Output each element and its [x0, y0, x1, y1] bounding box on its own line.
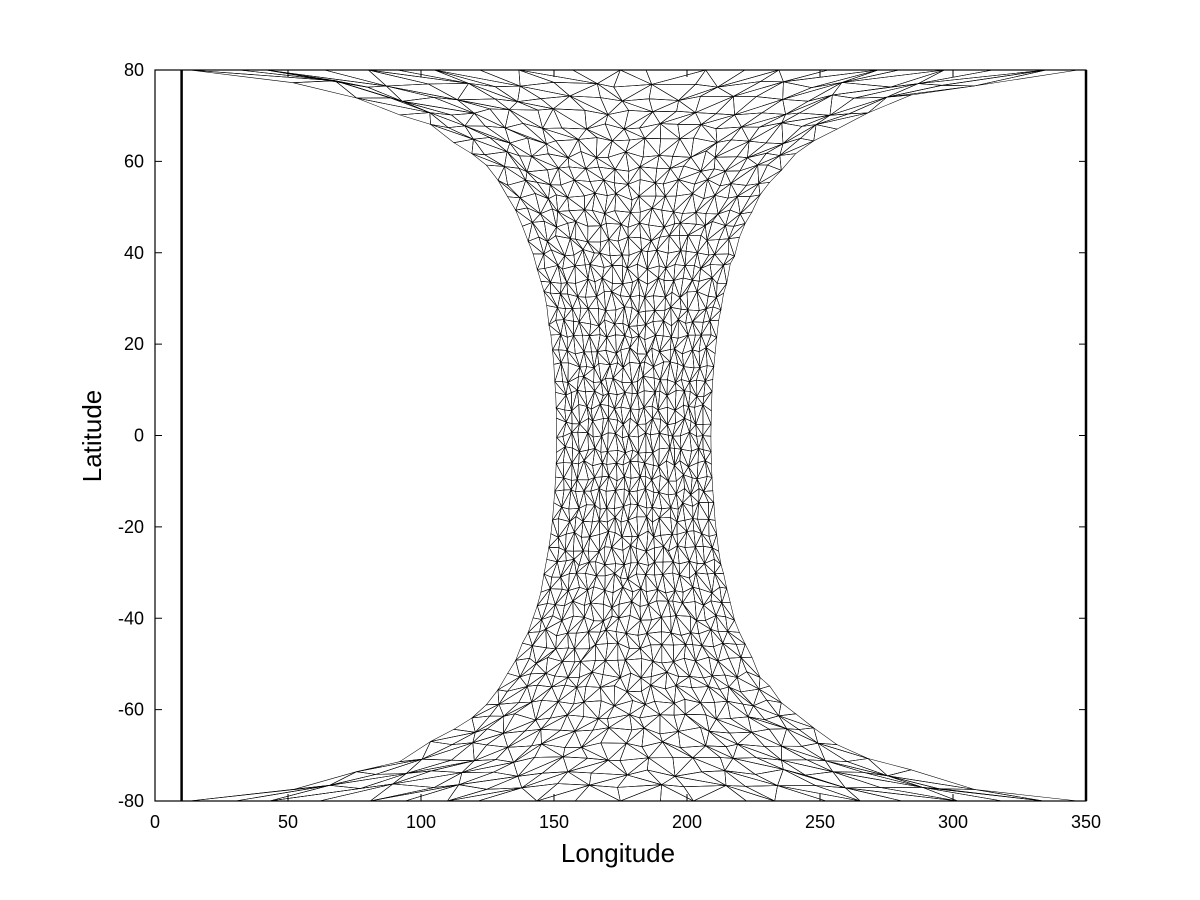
y-axis-label: Latitude: [77, 390, 107, 483]
x-tick-label: 300: [938, 812, 968, 832]
y-tick-label: 40: [124, 243, 144, 263]
y-tick-label: 80: [124, 60, 144, 80]
x-tick-label: 150: [539, 812, 569, 832]
x-tick-label: 100: [406, 812, 436, 832]
y-tick-label: -80: [118, 791, 144, 811]
y-tick-label: 0: [134, 426, 144, 446]
y-tick-label: -20: [118, 517, 144, 537]
y-tick-label: 60: [124, 151, 144, 171]
x-tick-label: 250: [805, 812, 835, 832]
mesh-layer: [189, 69, 1079, 802]
y-tick-label: 20: [124, 334, 144, 354]
x-tick-label: 0: [150, 812, 160, 832]
x-axis-label: Longitude: [561, 838, 675, 868]
y-tick-label: -40: [118, 608, 144, 628]
y-tick-label: -60: [118, 700, 144, 720]
x-tick-label: 50: [278, 812, 298, 832]
ticks-layer: 0 50 100 150 200 250 300 350 -80 -60 -40 -20 0 20 40 60…: [118, 60, 1101, 832]
x-tick-label: 200: [672, 812, 702, 832]
x-tick-label: 350: [1071, 812, 1101, 832]
